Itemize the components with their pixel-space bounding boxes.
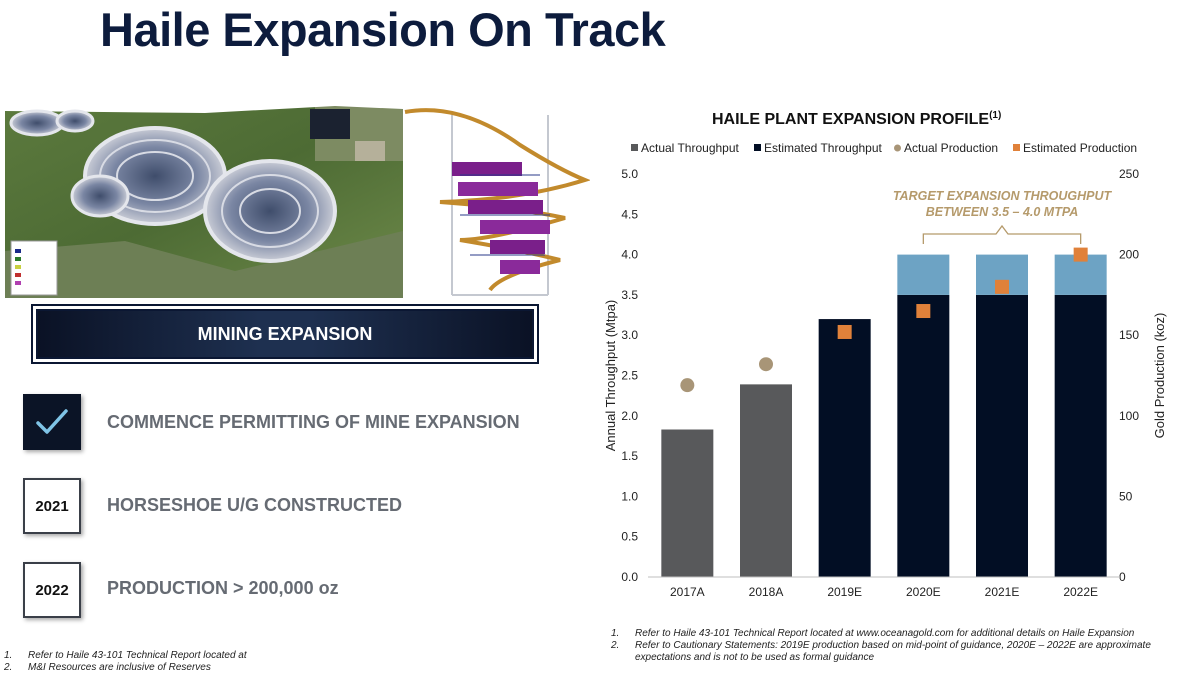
- legend-label: Actual Throughput: [641, 141, 740, 155]
- y-tick-label: 3.0: [621, 328, 638, 342]
- legend-label: Estimated Throughput: [764, 141, 883, 155]
- footnote-number: 2.: [611, 640, 620, 651]
- footnote-number: 1.: [611, 628, 620, 639]
- x-tick-label: 2017A: [670, 585, 705, 599]
- horseshoe-underground-3d-model: [400, 100, 592, 300]
- y-tick-label: 0.0: [621, 570, 638, 584]
- footnote: 1. Refer to Haile 43-101 Technical Report…: [611, 628, 1176, 640]
- footnotes-left: 1. Refer to Haile 43-101 Technical Report…: [4, 650, 247, 674]
- x-tick-label: 2022E: [1063, 585, 1098, 599]
- footnote-number: 1.: [4, 650, 13, 661]
- marker-estimated-production: [995, 279, 1009, 294]
- annotation-line: BETWEEN 3.5 – 4.0 MTPA: [926, 205, 1079, 219]
- marker-estimated-production: [1073, 247, 1088, 262]
- marker-actual-production: [680, 378, 695, 393]
- y-tick-label: 4.5: [621, 207, 638, 221]
- y-tick-label: 3.5: [621, 288, 638, 302]
- mining-expansion-banner: MINING EXPANSION: [31, 304, 539, 364]
- y-tick-label: 1.5: [621, 449, 638, 463]
- marker-estimated-production: [837, 324, 852, 339]
- x-tick-label: 2021E: [985, 585, 1020, 599]
- milestone-marker-completed: [23, 394, 81, 450]
- legend-swatch: [631, 144, 638, 151]
- y-tick-label: 5.0: [621, 167, 638, 181]
- legend-swatch: [894, 144, 901, 152]
- y-axis-label: Annual Throughput (Mtpa): [603, 300, 618, 452]
- y2-axis-label: Gold Production (koz): [1152, 313, 1167, 439]
- marker-estimated-production: [916, 304, 931, 319]
- footnote-text: Refer to Cautionary Statements: 2019E pr…: [635, 640, 1151, 663]
- bar-estimated-throughput: [897, 294, 950, 577]
- bar-estimated-throughput: [818, 319, 871, 577]
- y-tick-label: 1.0: [621, 489, 638, 503]
- footnote-text: Refer to Haile 43-101 Technical Report l…: [28, 650, 247, 661]
- bar-actual-throughput: [740, 384, 792, 577]
- x-tick-label: 2018A: [749, 585, 784, 599]
- milestone-text: HORSESHOE U/G CONSTRUCTED: [107, 495, 403, 515]
- milestone-text: COMMENCE PERMITTING OF MINE EXPANSION: [107, 412, 520, 432]
- plant-expansion-chart: HAILE PLANT EXPANSION PROFILE(1) Actual T…: [600, 100, 1178, 610]
- footnote-text: Refer to Haile 43-101 Technical Report l…: [635, 628, 1135, 639]
- banner-label: MINING EXPANSION: [197, 323, 373, 344]
- footnote: 2. M&I Resources are inclusive of Reserve…: [4, 662, 247, 674]
- y2-tick-label: 100: [1119, 409, 1139, 423]
- legend-label: Actual Production: [904, 141, 998, 155]
- footnote-number: 2.: [4, 662, 13, 673]
- x-tick-label: 2019E: [827, 585, 862, 599]
- haile-mine-satellite-image: [5, 101, 403, 298]
- footnote-text: M&I Resources are inclusive of Reserves: [28, 662, 211, 673]
- marker-actual-production: [759, 357, 773, 372]
- y2-tick-label: 50: [1119, 489, 1133, 503]
- bar-estimated-throughput: [976, 294, 1028, 577]
- annotation-bracket: [922, 224, 1082, 244]
- footnote: 2. Refer to Cautionary Statements: 2019E …: [611, 640, 1176, 664]
- legend-label: Estimated Production: [1023, 141, 1137, 155]
- y2-tick-label: 0: [1119, 570, 1126, 584]
- y-tick-label: 4.0: [621, 248, 638, 262]
- bar-actual-throughput: [661, 429, 714, 577]
- chart-title: HAILE PLANT EXPANSION PROFILE(1): [712, 110, 1001, 128]
- bar-estimated-throughput: [1054, 294, 1107, 577]
- milestone-marker-year: 2022: [23, 562, 81, 618]
- x-tick-label: 2020E: [906, 585, 941, 599]
- y-tick-label: 0.5: [621, 530, 638, 544]
- y2-tick-label: 250: [1119, 167, 1139, 181]
- milestone-marker-year: 2021: [23, 478, 81, 534]
- chart-svg: HAILE PLANT EXPANSION PROFILE(1) Actual T…: [603, 110, 1167, 599]
- footnote: 1. Refer to Haile 43-101 Technical Report…: [4, 650, 247, 662]
- legend-swatch: [754, 144, 761, 151]
- milestone-text: PRODUCTION > 200,000 oz: [107, 578, 339, 598]
- y2-tick-label: 150: [1119, 328, 1139, 342]
- bar-expansion-range: [897, 254, 950, 295]
- y2-tick-label: 200: [1119, 248, 1139, 262]
- footnotes-right: 1. Refer to Haile 43-101 Technical Report…: [611, 628, 1176, 664]
- legend-swatch: [1013, 144, 1020, 151]
- page-title: Haile Expansion On Track: [100, 3, 666, 56]
- y-tick-label: 2.5: [621, 369, 638, 383]
- annotation-line: TARGET EXPANSION THROUGHPUT: [893, 189, 1113, 203]
- checkmark-icon: [36, 409, 68, 434]
- y-tick-label: 2.0: [621, 409, 638, 423]
